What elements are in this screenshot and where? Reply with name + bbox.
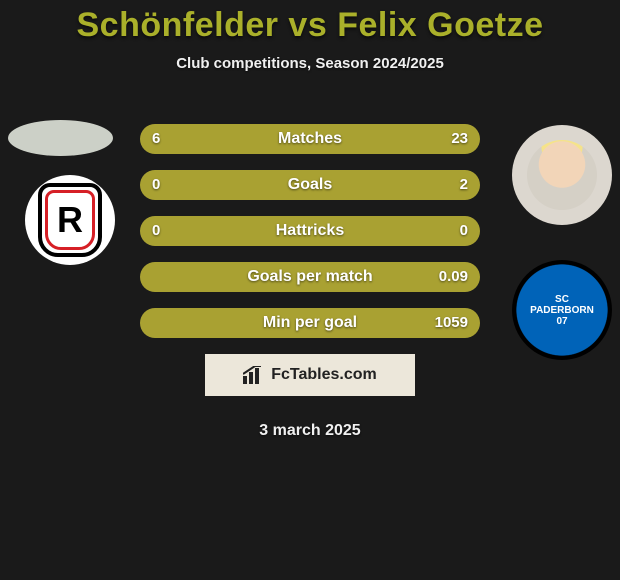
stat-bar	[140, 170, 480, 200]
stat-value-right: 1059	[435, 308, 468, 338]
comparison-card: Schönfelder vs Felix Goetze Club competi…	[0, 0, 620, 580]
club-badge-right: SCPADERBORN07	[512, 260, 612, 360]
stat-bar	[140, 216, 480, 246]
regensburg-badge: R	[38, 183, 102, 257]
stat-row: 0.09Goals per match	[140, 262, 480, 292]
stat-bar	[140, 308, 480, 338]
stat-value-left: 6	[152, 124, 160, 154]
subtitle: Club competitions, Season 2024/2025	[0, 55, 620, 72]
stat-row: 00Hattricks	[140, 216, 480, 246]
player-head-icon	[527, 140, 597, 210]
stat-value-right: 2	[460, 170, 468, 200]
stat-value-right: 0	[460, 216, 468, 246]
attribution-pill: FcTables.com	[205, 354, 415, 396]
stat-value-left: 0	[152, 216, 160, 246]
stat-bar	[140, 124, 480, 154]
paderborn-badge-text: SCPADERBORN07	[530, 294, 594, 327]
date: 3 march 2025	[0, 422, 620, 440]
stat-row: 623Matches	[140, 124, 480, 154]
player-photo-left	[8, 120, 113, 156]
stat-value-left: 0	[152, 170, 160, 200]
club-badge-left: R	[25, 175, 115, 265]
bar-chart-icon	[243, 366, 265, 384]
stat-row: 1059Min per goal	[140, 308, 480, 338]
page-title: Schönfelder vs Felix Goetze	[0, 0, 620, 45]
stat-value-right: 23	[451, 124, 468, 154]
player-photo-right	[512, 125, 612, 225]
stat-bar	[140, 262, 480, 292]
stat-value-right: 0.09	[439, 262, 468, 292]
attribution-text: FcTables.com	[271, 366, 377, 384]
stat-row: 02Goals	[140, 170, 480, 200]
stats-bars: 623Matches02Goals00Hattricks0.09Goals pe…	[140, 124, 480, 354]
